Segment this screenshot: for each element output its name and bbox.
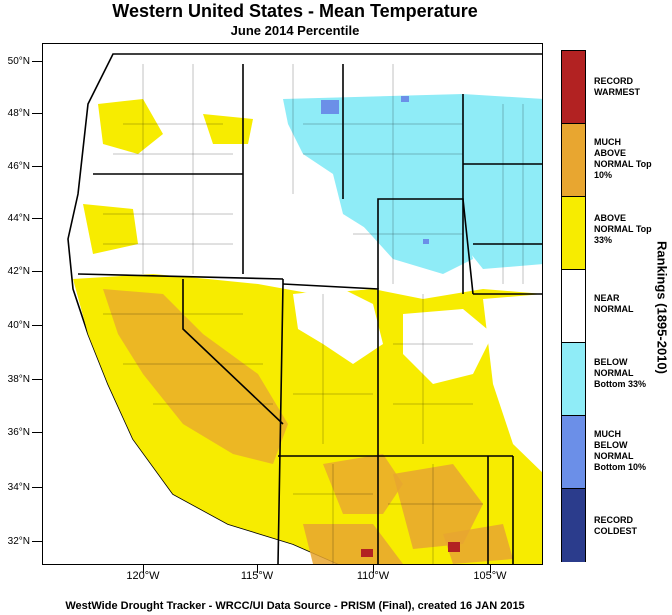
lat-tick xyxy=(32,218,42,219)
lat-label: 32°N xyxy=(7,536,30,547)
record-warmest-speck xyxy=(361,549,373,557)
above-normal-idaho-patch xyxy=(203,114,253,144)
footer-credit: WestWide Drought Tracker - WRCC/UI Data … xyxy=(65,600,525,612)
lat-tick xyxy=(32,166,42,167)
legend-colorbar xyxy=(561,50,586,562)
state-boundaries xyxy=(77,64,542,564)
lat-tick xyxy=(32,541,42,542)
legend-label-record-warmest: RECORD WARMEST xyxy=(594,76,640,97)
legend-title: Rankings (1895-2010) xyxy=(654,241,670,374)
legend-swatch-record-warmest xyxy=(562,51,585,124)
below-normal-north-region xyxy=(283,94,542,269)
lat-tick xyxy=(32,379,42,380)
map-subtitle: June 2014 Percentile xyxy=(230,23,360,38)
lat-label: 36°N xyxy=(7,427,30,438)
much-below-speck xyxy=(401,96,409,102)
lat-label: 42°N xyxy=(7,266,30,277)
legend-label-much-below: MUCH BELOW NORMAL Bottom 10% xyxy=(594,429,647,472)
lon-tick xyxy=(490,565,491,573)
lat-tick xyxy=(32,325,42,326)
above-normal-oregon-coast xyxy=(83,204,138,254)
map-title: Western United States - Mean Temperature xyxy=(112,1,478,21)
much-below-speck xyxy=(321,100,339,114)
lat-label: 40°N xyxy=(7,320,30,331)
legend-swatch-above xyxy=(562,197,585,270)
map-panel xyxy=(42,43,543,565)
lon-label: 115°W xyxy=(240,570,274,582)
legend-label-record-coldest: RECORD COLDEST xyxy=(594,515,638,536)
lon-tick xyxy=(257,565,258,573)
county-boundaries xyxy=(103,64,524,564)
legend-label-above: ABOVE NORMAL Top 33% xyxy=(594,213,652,245)
record-warmest-speck xyxy=(448,542,460,552)
much-above-new-mexico-region xyxy=(393,464,483,549)
near-normal-colorado-region xyxy=(403,309,493,384)
below-normal-wyoming-region xyxy=(343,199,473,274)
legend-swatch-much-above xyxy=(562,124,585,197)
much-below-speck xyxy=(423,239,429,244)
legend-swatch-near-normal xyxy=(562,270,585,343)
lon-label: 110°W xyxy=(356,570,390,582)
lat-label: 38°N xyxy=(7,374,30,385)
much-above-arizona-region xyxy=(323,454,403,514)
near-normal-plains-region xyxy=(483,294,542,473)
lat-label: 34°N xyxy=(7,482,30,493)
lon-label: 105°W xyxy=(473,570,507,582)
lat-tick xyxy=(32,432,42,433)
lat-tick xyxy=(32,61,42,62)
lat-label: 44°N xyxy=(7,213,30,224)
legend-label-much-above: MUCH ABOVE NORMAL Top 10% xyxy=(594,137,652,180)
lon-label: 120°W xyxy=(126,570,160,582)
lat-tick xyxy=(32,487,42,488)
lat-tick xyxy=(32,271,42,272)
lon-tick xyxy=(143,565,144,573)
lon-tick xyxy=(373,565,374,573)
legend-swatch-below xyxy=(562,343,585,416)
lat-tick xyxy=(32,113,42,114)
map-svg xyxy=(43,44,542,564)
lat-label: 48°N xyxy=(7,108,30,119)
above-normal-washington xyxy=(98,99,163,154)
near-normal-utah-region xyxy=(293,289,383,364)
legend-swatch-record-coldest xyxy=(562,489,585,562)
much-above-southern-nm xyxy=(443,524,513,564)
legend-label-near-normal: NEAR NORMAL xyxy=(594,293,634,314)
legend-label-below: BELOW NORMAL Bottom 33% xyxy=(594,357,647,389)
legend-swatch-much-below xyxy=(562,416,585,489)
lat-label: 46°N xyxy=(7,161,30,172)
lat-label: 50°N xyxy=(7,56,30,67)
much-above-california-region xyxy=(103,289,288,464)
